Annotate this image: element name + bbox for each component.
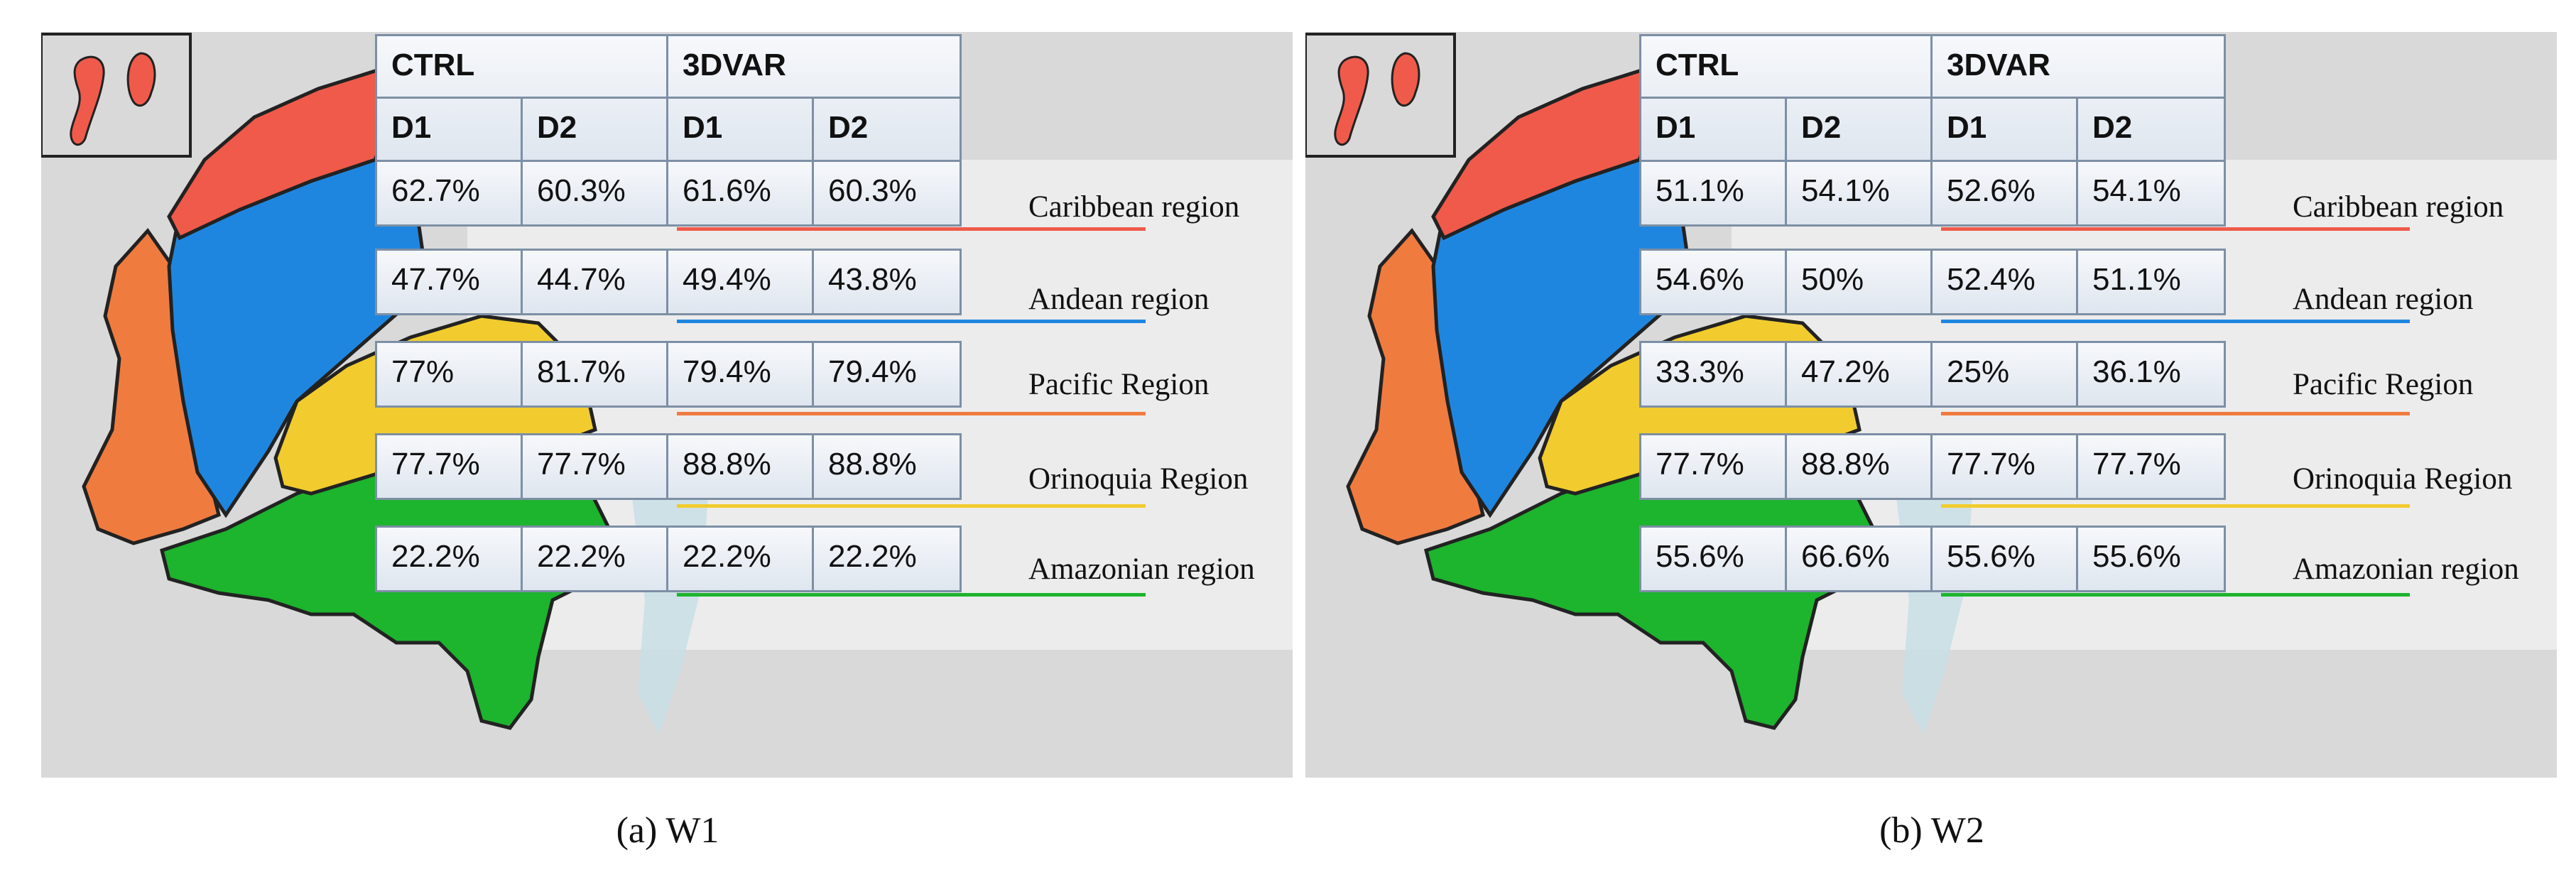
legend-label-orinoquia: Orinoquia Region bbox=[2293, 462, 2513, 496]
table-cell: 77.7% bbox=[1933, 435, 2078, 498]
table-cell: 54.1% bbox=[1787, 162, 1933, 224]
table-cell: 79.4% bbox=[668, 343, 814, 406]
table-cell: 61.6% bbox=[668, 162, 814, 224]
table-cell: 54.1% bbox=[2092, 173, 2181, 208]
table-row: 77.7% 88.8% 77.7% 77.7% bbox=[1639, 433, 2226, 500]
table-cell: 22.2% bbox=[668, 528, 814, 590]
header-col-2: D1 bbox=[1933, 99, 2078, 161]
table-cell: 47.7% bbox=[377, 251, 523, 313]
caption-w1: (a) W1 bbox=[616, 810, 719, 851]
legend-line-caribbean bbox=[677, 227, 1146, 231]
header-group-3dvar: 3DVAR bbox=[1933, 36, 2224, 99]
table-cell: 88.8% bbox=[828, 447, 917, 481]
header-col-0: D1 bbox=[1641, 99, 1787, 161]
table-cell: 51.1% bbox=[2092, 262, 2181, 297]
legend-line-pacific bbox=[677, 412, 1146, 415]
legend-line-pacific bbox=[1941, 412, 2410, 415]
table-cell: 88.8% bbox=[668, 435, 814, 498]
inset-island-small bbox=[126, 52, 156, 107]
table-cell: 60.3% bbox=[523, 162, 668, 224]
table-cell: 66.6% bbox=[1787, 528, 1933, 590]
table-cell: 88.8% bbox=[1787, 435, 1933, 498]
table-cell: 22.2% bbox=[828, 539, 917, 574]
table-cell: 77.7% bbox=[523, 435, 668, 498]
legend-line-orinoquia bbox=[1941, 504, 2410, 508]
map-panel-w2: CTRL 3DVAR D1 D2 D1 D2 51.1% 54.1% 52.6% 54.1% 54.… bbox=[1305, 32, 2557, 778]
header-col-0: D1 bbox=[377, 99, 523, 161]
table-row: 55.6% 66.6% 55.6% 55.6% bbox=[1639, 526, 2226, 592]
legend-line-andean bbox=[677, 320, 1146, 323]
caption-w2: (b) W2 bbox=[1879, 810, 1984, 851]
table-cell: 60.3% bbox=[828, 173, 917, 208]
header-col-1: D2 bbox=[1787, 99, 1933, 161]
table-cell: 55.6% bbox=[2092, 539, 2181, 574]
header-group-ctrl: CTRL bbox=[1641, 36, 1933, 99]
table-cell: 25% bbox=[1933, 343, 2078, 406]
inset-island-large bbox=[70, 55, 105, 146]
table-cell: 54.6% bbox=[1641, 251, 1787, 313]
map-panel-w1: CTRL 3DVAR D1 D2 D1 D2 62.7% 60.3% 61.6% 60.3% 47.… bbox=[41, 32, 1293, 778]
table-row: 54.6% 50% 52.4% 51.1% bbox=[1639, 249, 2226, 315]
legend-label-pacific: Pacific Region bbox=[1028, 368, 1210, 401]
table-cell: 22.2% bbox=[523, 528, 668, 590]
table-row: 77% 81.7% 79.4% 79.4% bbox=[375, 341, 962, 408]
legend-label-orinoquia: Orinoquia Region bbox=[1028, 462, 1249, 496]
table-cell: 51.1% bbox=[1641, 162, 1787, 224]
inset-island-small bbox=[1391, 52, 1420, 107]
table-header: CTRL 3DVAR D1 D2 D1 D2 bbox=[1639, 34, 2226, 163]
table-cell: 47.2% bbox=[1787, 343, 1933, 406]
table-cell: 55.6% bbox=[1933, 528, 2078, 590]
inset-island-large bbox=[1334, 55, 1369, 146]
inset-box bbox=[41, 33, 192, 158]
header-group-ctrl: CTRL bbox=[377, 36, 668, 99]
header-col-3: D2 bbox=[828, 110, 869, 145]
table-row: 77.7% 77.7% 88.8% 88.8% bbox=[375, 433, 962, 500]
legend-line-andean bbox=[1941, 320, 2410, 323]
table-cell: 52.6% bbox=[1933, 162, 2078, 224]
legend-line-amazonian bbox=[677, 593, 1146, 597]
header-col-3: D2 bbox=[2092, 110, 2133, 145]
legend-line-orinoquia bbox=[677, 504, 1146, 508]
table-cell: 62.7% bbox=[377, 162, 523, 224]
legend-label-andean: Andean region bbox=[1028, 283, 1210, 316]
table-cell: 79.4% bbox=[828, 354, 917, 389]
header-group-3dvar: 3DVAR bbox=[668, 36, 960, 99]
table-cell: 36.1% bbox=[2092, 354, 2181, 389]
legend-label-pacific: Pacific Region bbox=[2293, 368, 2474, 401]
legend-label-caribbean: Caribbean region bbox=[2293, 190, 2504, 224]
table-row: 47.7% 44.7% 49.4% 43.8% bbox=[375, 249, 962, 315]
table-cell: 52.4% bbox=[1933, 251, 2078, 313]
table-cell: 43.8% bbox=[828, 262, 917, 297]
table-cell: 77.7% bbox=[377, 435, 523, 498]
table-cell: 77% bbox=[377, 343, 523, 406]
inset-box bbox=[1305, 33, 1456, 158]
legend-line-caribbean bbox=[1941, 227, 2410, 231]
legend-label-amazonian: Amazonian region bbox=[1028, 553, 1255, 586]
header-col-2: D1 bbox=[668, 99, 814, 161]
table-cell: 55.6% bbox=[1641, 528, 1787, 590]
table-cell: 77.7% bbox=[1641, 435, 1787, 498]
table-header: CTRL 3DVAR D1 D2 D1 D2 bbox=[375, 34, 962, 163]
table-row: 33.3% 47.2% 25% 36.1% bbox=[1639, 341, 2226, 408]
table-row: 22.2% 22.2% 22.2% 22.2% bbox=[375, 526, 962, 592]
table-cell: 49.4% bbox=[668, 251, 814, 313]
table-cell: 33.3% bbox=[1641, 343, 1787, 406]
header-col-1: D2 bbox=[523, 99, 668, 161]
legend-label-amazonian: Amazonian region bbox=[2293, 553, 2519, 586]
table-cell: 22.2% bbox=[377, 528, 523, 590]
table-cell: 81.7% bbox=[523, 343, 668, 406]
table-cell: 77.7% bbox=[2092, 447, 2181, 481]
legend-label-caribbean: Caribbean region bbox=[1028, 190, 1240, 224]
table-row: 51.1% 54.1% 52.6% 54.1% bbox=[1639, 160, 2226, 227]
legend-label-andean: Andean region bbox=[2293, 283, 2474, 316]
table-row: 62.7% 60.3% 61.6% 60.3% bbox=[375, 160, 962, 227]
table-cell: 44.7% bbox=[523, 251, 668, 313]
legend-line-amazonian bbox=[1941, 593, 2410, 597]
table-cell: 50% bbox=[1787, 251, 1933, 313]
